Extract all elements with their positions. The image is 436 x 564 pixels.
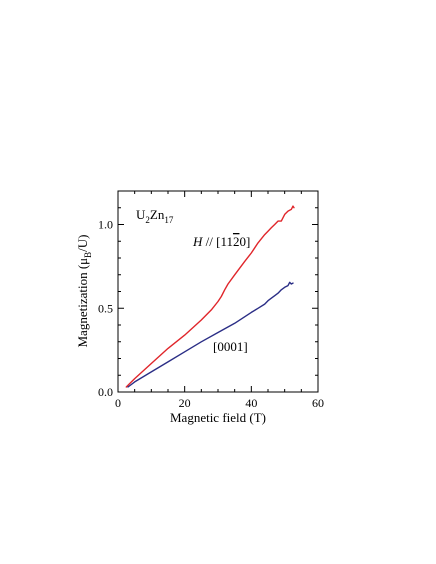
y-tick-label: 0.0: [98, 385, 113, 399]
x-tick-label: 40: [245, 396, 257, 410]
axis-ticks: [117, 191, 319, 393]
y-axis-label: Magnetization (μB/U): [75, 235, 93, 348]
x-tick-label: 60: [312, 396, 324, 410]
y-tick-label: 0.5: [98, 301, 113, 315]
x-axis-label: Magnetic field (T): [170, 410, 266, 425]
series-line-red: [125, 205, 295, 388]
series-layer: [125, 205, 295, 388]
series-label-blue: [0001]: [213, 339, 248, 354]
series-line-blue: [127, 281, 294, 388]
compound-label: U2Zn17: [136, 207, 174, 225]
x-tick-label: 20: [179, 396, 191, 410]
x-tick-label: 0: [115, 396, 121, 410]
series-label-red: H // [1120]: [192, 234, 250, 249]
tick-labels: 0 20 40 60 0.0 0.5 1.0: [98, 218, 324, 411]
y-tick-label: 1.0: [98, 218, 113, 232]
